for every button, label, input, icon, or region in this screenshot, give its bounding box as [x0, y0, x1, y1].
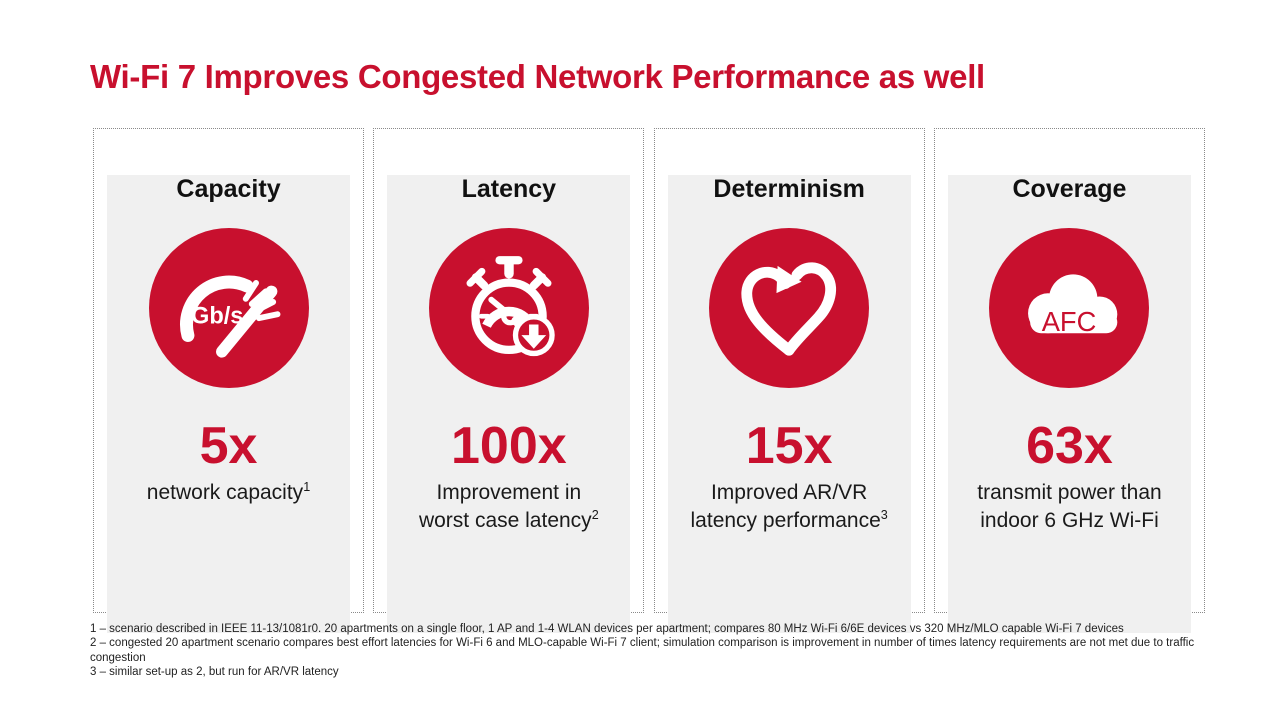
desc-text: network capacity [146, 481, 304, 504]
speedometer-icon: Gb/s [179, 275, 280, 358]
footnotes: 1 – scenario described in IEEE 11-13/108… [90, 622, 1200, 680]
determinism-icon-circle [709, 228, 870, 388]
metric-description: transmit power than indoor 6 GHz Wi-Fi [948, 479, 1191, 534]
desc-text: transmit power than [977, 481, 1162, 504]
card-latency-panel: Latency [387, 175, 631, 633]
stopwatch-icon [466, 256, 555, 357]
page-title: Wi-Fi 7 Improves Congested Network Perfo… [90, 58, 985, 95]
metric-description: network capacity1 [107, 479, 350, 507]
speedometer-unit-label: Gb/s [190, 302, 242, 328]
capacity-icon-circle: Gb/s [148, 228, 309, 388]
cloud-afc-icon: AFC [1028, 274, 1118, 337]
card-heading: Determinism [713, 175, 865, 203]
footnote-2: 2 – congested 20 apartment scenario comp… [90, 637, 1195, 664]
metric-description: Improved AR/VR latency performance3 [668, 479, 911, 534]
coverage-icon-circle: AFC [989, 228, 1150, 388]
desc-text: latency performance [690, 508, 881, 532]
down-arrow-icon [521, 324, 546, 349]
footnote-ref: 2 [591, 507, 599, 522]
footnote-ref: 1 [303, 480, 311, 494]
footnote-3: 3 – similar set-up as 2, but run for AR/… [90, 666, 339, 679]
metric-value: 100x [450, 417, 567, 475]
card-determinism-panel: Determinism 15x Improved AR/VR latency pe… [667, 175, 911, 633]
card-heading: Capacity [176, 175, 281, 203]
heart-refresh-icon [741, 262, 837, 356]
desc-text: indoor 6 GHz Wi-Fi [980, 508, 1159, 532]
card-latency: Latency [373, 128, 645, 633]
card-heading: Coverage [1012, 175, 1127, 203]
metric-description: Improvement in worst case latency2 [387, 479, 630, 534]
card-heading: Latency [461, 175, 557, 203]
footnote-1: 1 – scenario described in IEEE 11-13/108… [90, 623, 1124, 635]
desc-text: Improved AR/VR [710, 481, 868, 504]
footnote-ref: 3 [880, 507, 888, 522]
metric-value: 5x [199, 417, 258, 475]
arrowhead [776, 265, 802, 294]
metric-value: 63x [1026, 417, 1113, 475]
card-coverage: Coverage AFC 63x transmit power than indo… [933, 128, 1205, 633]
card-capacity-panel: Capacity Gb/s 5x net [107, 175, 350, 633]
desc-text: Improvement in [436, 481, 582, 504]
desc-text: worst case latency [418, 508, 592, 532]
card-determinism: Determinism 15x Improved AR/VR latency pe… [653, 128, 925, 633]
metric-value: 15x [745, 417, 833, 475]
card-coverage-panel: Coverage AFC 63x transmit power than indo… [947, 175, 1191, 633]
latency-icon-circle [428, 228, 589, 388]
card-capacity: Capacity Gb/s 5x net [93, 128, 364, 633]
cards-row: Capacity Gb/s 5x net [93, 128, 1205, 633]
afc-label: AFC [1042, 306, 1097, 337]
